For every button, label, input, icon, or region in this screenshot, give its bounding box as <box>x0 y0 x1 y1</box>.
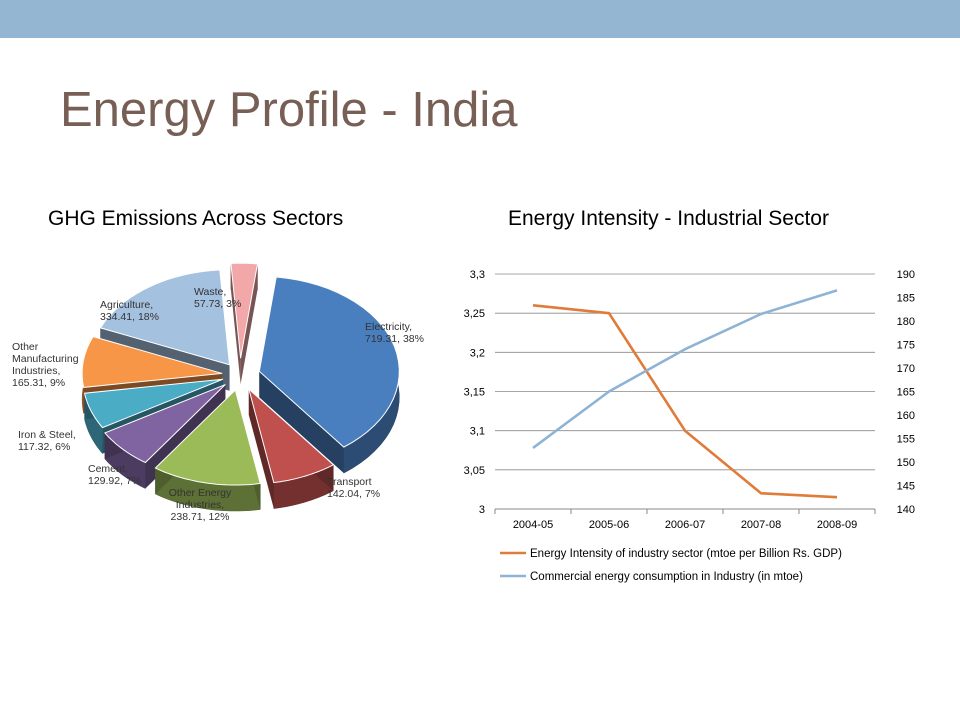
pie-slice-top <box>230 262 259 359</box>
x-tick-label: 2006-07 <box>665 519 705 531</box>
y-left-tick-label: 3,25 <box>464 308 485 320</box>
series-line-energy-intensity <box>532 304 838 499</box>
pie-label-waste: Waste, 57.73, 3% <box>194 286 241 310</box>
pie-slice-electricity <box>258 276 400 474</box>
x-tick-label: 2004-05 <box>513 519 553 531</box>
pie-label-cement: Cement, 129.92, 7% <box>88 463 141 487</box>
pie-slice-top <box>99 269 231 366</box>
pie-label-iron-steel: Iron & Steel, 117.32, 6% <box>18 429 76 453</box>
y-right-tick-label: 160 <box>897 410 915 422</box>
pie-slice-side <box>240 263 258 385</box>
y-right-tick-label: 175 <box>897 340 915 352</box>
pie-slice-top <box>247 387 335 484</box>
y-left-tick-label: 3,1 <box>470 426 485 438</box>
y-right-tick-label: 165 <box>897 387 915 399</box>
pie-label-transport: Transport 142.04, 7% <box>327 476 380 500</box>
x-tick-label: 2008-09 <box>817 519 857 531</box>
pie-chart-title: GHG Emissions Across Sectors <box>48 207 344 230</box>
pie-slice-side <box>248 389 274 509</box>
pie-slice-top <box>258 276 400 448</box>
y-right-tick-label: 170 <box>897 363 915 375</box>
y-right-tick-label: 150 <box>897 457 915 469</box>
y-right-tick-label: 140 <box>897 504 915 516</box>
top-accent-bar <box>0 0 960 38</box>
energy-intensity-line-chart: 3 3,05 3,1 3,15 3,2 3,25 3,3 140 145 150 155 160 165… <box>464 269 915 583</box>
slide-title: Energy Profile - India <box>60 83 518 137</box>
y-left-tick-label: 3,3 <box>470 269 485 281</box>
pie-slice-other-energy-industries <box>154 389 261 512</box>
ghg-pie-chart: Electricity, 719.31, 38% Transport 142.04, … <box>12 262 424 523</box>
pie-slice-transport <box>247 387 335 509</box>
pie-label-other-manufacturing-industries: Other Manufacturing Industries, 165.31, 9% <box>12 341 79 389</box>
pie-label-agriculture: Agriculture, 334.41, 18% <box>100 299 159 323</box>
y-right-tick-label: 155 <box>897 434 915 446</box>
x-tick-label: 2007-08 <box>741 519 781 531</box>
line-chart-title: Energy Intensity - Industrial Sector <box>508 207 829 230</box>
y-right-tick-label: 185 <box>897 293 915 305</box>
y-right-tick-label: 145 <box>897 481 915 493</box>
pie-slice-top <box>154 389 261 486</box>
y-right-tick-label: 190 <box>897 269 915 281</box>
pie-slice-top <box>84 378 224 429</box>
y-left-tick-label: 3,2 <box>470 347 485 359</box>
y-left-tick-label: 3 <box>479 504 485 516</box>
pie-label-other-energy-industries: Other Energy Industries, 238.71, 12% <box>169 487 232 523</box>
pie-slice-top <box>81 336 223 388</box>
pie-slice-side <box>230 263 241 385</box>
y-right-tick-label: 180 <box>897 316 915 328</box>
series-line-energy-consumption <box>532 289 838 449</box>
y-left-tick-label: 3,15 <box>464 387 485 399</box>
x-tick-label: 2005-06 <box>589 519 629 531</box>
legend-label: Energy Intensity of industry sector (mto… <box>530 548 842 560</box>
y-left-tick-label: 3,05 <box>464 465 485 477</box>
pie-label-electricity: Electricity, 719.31, 38% <box>365 321 424 345</box>
pie-slice-side <box>259 371 344 474</box>
pie-slice-top <box>104 384 226 464</box>
pie-slice-waste <box>230 262 259 385</box>
legend-label: Commercial energy consumption in Industr… <box>530 571 803 583</box>
